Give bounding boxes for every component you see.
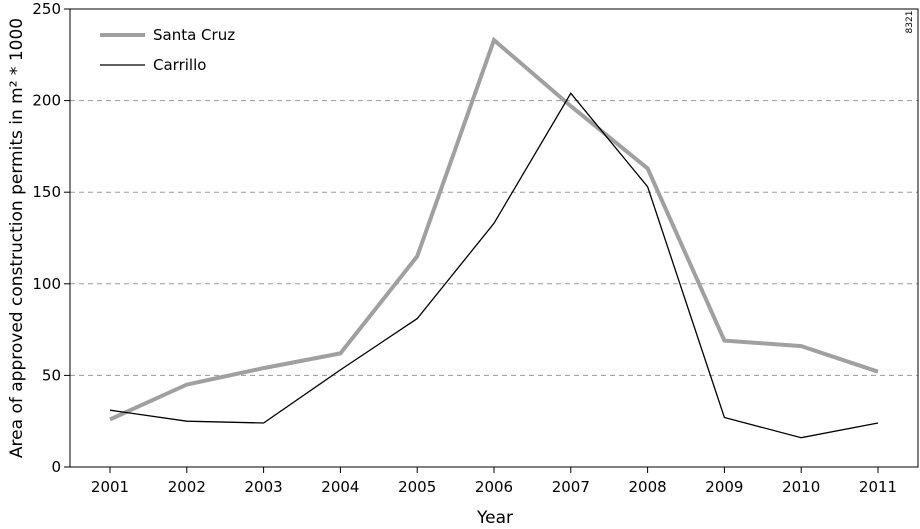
x-axis-title: Year [476,508,513,528]
x-tick-label: 2006 [475,478,513,496]
x-tick-label: 2007 [552,478,590,496]
x-tick-label: 2011 [859,478,897,496]
series-line-santa-cruz [109,36,879,422]
y-tick-label: 100 [32,275,61,293]
y-axis-title: Area of approved construction permits in… [7,18,27,458]
y-tick-label: 150 [32,183,61,201]
series-lines [109,36,879,439]
legend: Santa Cruz Carrillo [100,26,235,74]
x-tick-label: 2010 [782,478,820,496]
x-tick-label: 2001 [91,478,129,496]
x-tick-label: 2008 [629,478,667,496]
x-tick-label: 2009 [705,478,743,496]
legend-label-carrillo: Carrillo [153,56,206,74]
x-tick-label: 2005 [398,478,436,496]
y-axis-ticks: 0 50 100 150 200 250 [32,0,70,476]
x-tick-label: 2002 [168,478,206,496]
y-tick-label: 200 [32,92,61,110]
y-tick-label: 250 [32,0,61,18]
plot-frame [69,8,919,468]
figure-id-label: 8321 [905,11,915,34]
y-tick-label: 50 [42,366,61,384]
gridlines [70,100,918,376]
axes [69,8,919,468]
series-line-carrillo [109,92,879,439]
x-axis-ticks: 2001 2002 2003 2004 2005 2006 2007 2008 2009 2010… [91,467,897,496]
y-tick-label: 0 [51,458,61,476]
x-tick-label: 2003 [245,478,283,496]
x-tick-label: 2004 [321,478,359,496]
legend-label-santa-cruz: Santa Cruz [153,26,235,44]
